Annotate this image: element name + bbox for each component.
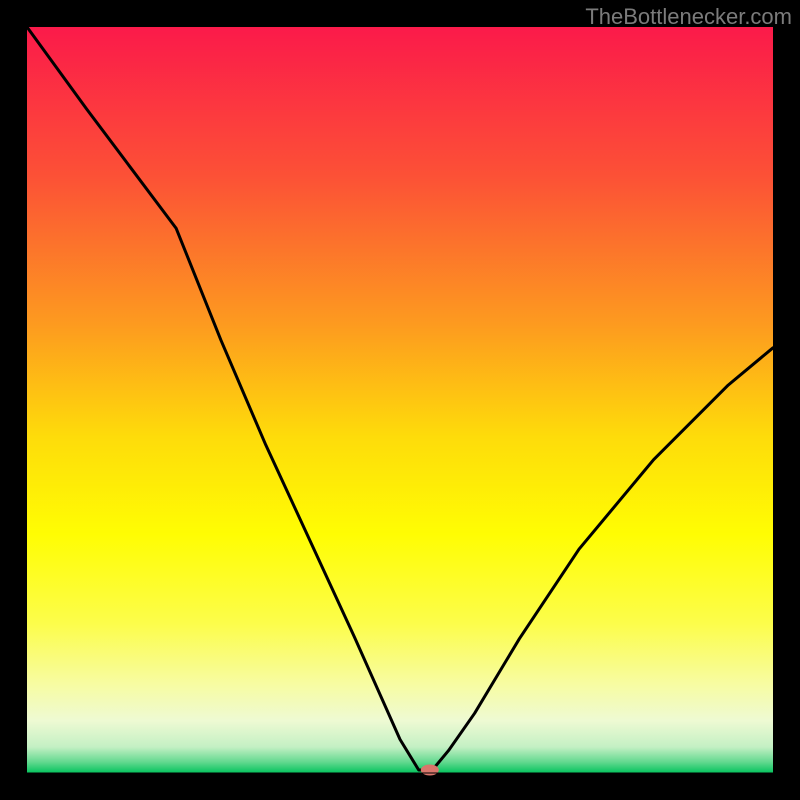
chart-frame: TheBottlenecker.com bbox=[0, 0, 800, 800]
bottleneck-chart bbox=[0, 0, 800, 800]
watermark-text: TheBottlenecker.com bbox=[585, 4, 792, 30]
optimal-marker bbox=[421, 765, 439, 776]
plot-background bbox=[27, 27, 773, 773]
